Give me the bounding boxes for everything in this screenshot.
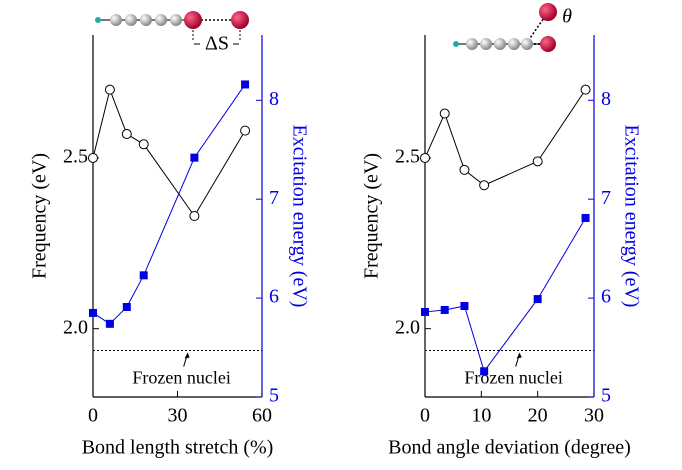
y-tick-label: 2.5 [395, 146, 420, 168]
x-tick-label: 10 [471, 405, 491, 427]
annotation: Frozen nuclei [464, 368, 562, 388]
marker [189, 211, 200, 221]
y2-axis-label: Excitation energy (eV) [288, 125, 310, 308]
marker [121, 129, 132, 140]
x-tick-label: 20 [528, 405, 548, 427]
y2-tick-label: 6 [269, 286, 279, 308]
marker [581, 213, 590, 222]
marker [105, 319, 114, 328]
inset-label: ΔS [205, 33, 229, 55]
y-axis-label: Frequency (eV) [29, 153, 51, 279]
marker [421, 307, 429, 316]
marker [88, 152, 98, 163]
x-tick-label: 30 [168, 405, 188, 427]
x-axis-label: Bond angle deviation (degree) [388, 437, 631, 459]
marker [533, 295, 542, 304]
y2-tick-label: 7 [269, 187, 279, 209]
annotation-arrowhead [184, 352, 190, 359]
y2-tick-label: 8 [269, 88, 279, 110]
marker [459, 164, 470, 175]
series-line [92, 84, 246, 325]
annotation: Frozen nuclei [132, 368, 230, 388]
marker [460, 302, 469, 311]
x-tick-label: 60 [252, 405, 272, 427]
marker [190, 153, 199, 162]
marker [89, 308, 97, 317]
y2-axis-label: Excitation energy (eV) [620, 125, 642, 308]
annotation-arrowhead [516, 352, 522, 359]
marker [440, 305, 449, 314]
y-axis-label: Frequency (eV) [361, 153, 383, 279]
inset-label: θ [562, 6, 572, 28]
y2-tick-label: 8 [601, 88, 611, 110]
x-tick-label: 30 [584, 405, 604, 427]
marker [580, 84, 591, 95]
y-tick-label: 2.5 [63, 146, 88, 168]
molecule-left [95, 11, 249, 45]
x-tick-label: 0 [420, 405, 430, 427]
marker [138, 139, 149, 150]
marker [139, 271, 148, 280]
y-tick-label: 2.0 [395, 316, 420, 338]
marker [420, 152, 430, 163]
y2-tick-label: 5 [601, 385, 611, 407]
marker [240, 125, 251, 136]
series-line [424, 89, 586, 186]
y2-tick-label: 7 [601, 187, 611, 209]
series-line [92, 87, 246, 217]
x-axis-label: Bond length stretch (%) [82, 437, 274, 459]
marker [439, 108, 450, 119]
series-line [424, 217, 586, 373]
marker [104, 84, 115, 95]
marker [479, 180, 490, 191]
molecule-right [453, 3, 557, 52]
y2-tick-label: 5 [269, 385, 279, 407]
y2-tick-label: 6 [601, 286, 611, 308]
y-tick-label: 2.0 [63, 316, 88, 338]
marker [241, 80, 250, 89]
x-tick-label: 0 [88, 405, 98, 427]
marker [122, 302, 131, 311]
marker [532, 156, 543, 167]
marker [480, 367, 489, 376]
